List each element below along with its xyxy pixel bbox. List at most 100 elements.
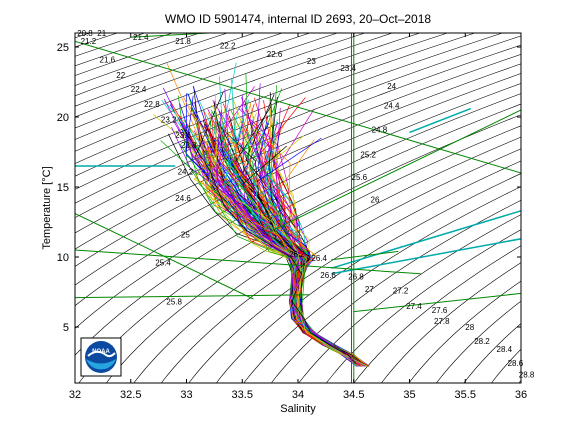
isopycnal-line xyxy=(75,35,521,219)
isopycnal-line xyxy=(160,148,521,383)
reference-lines xyxy=(75,33,521,383)
isopycnal-line xyxy=(75,33,449,177)
density-label: 27 xyxy=(365,285,374,294)
y-tick-label: 5 xyxy=(63,322,69,334)
density-label: 26.6 xyxy=(320,271,336,280)
density-label: 21.2 xyxy=(81,37,97,46)
density-label: 23.2 xyxy=(161,116,177,125)
y-tick-label: 10 xyxy=(57,252,69,264)
profile-line xyxy=(224,130,359,367)
density-label: 22.8 xyxy=(144,100,160,109)
x-tick-label: 32 xyxy=(69,389,81,401)
density-label: 26.2 xyxy=(289,250,305,259)
y-axis-ticks: 5 10 15 20 25 xyxy=(57,42,521,334)
density-label: 23.6 xyxy=(175,131,191,140)
density-label: 26 xyxy=(371,195,380,204)
reference-line xyxy=(130,33,209,38)
density-label: 25.2 xyxy=(360,151,376,160)
isopycnal-line xyxy=(298,214,521,383)
x-axis-label: Salinity xyxy=(280,403,316,415)
density-label: 25.8 xyxy=(166,298,182,307)
y-tick-label: 20 xyxy=(57,112,69,124)
isopycnal-line xyxy=(436,300,521,383)
svg-text:NOAA: NOAA xyxy=(92,349,110,355)
profile-line xyxy=(202,141,365,367)
x-tick-label: 36 xyxy=(515,389,527,401)
reference-line xyxy=(75,294,310,299)
profile-line xyxy=(224,142,369,367)
density-label: 22.4 xyxy=(131,85,147,94)
isopycnal-line xyxy=(75,33,256,97)
density-label: 22 xyxy=(116,71,125,80)
density-label: 24 xyxy=(387,82,396,91)
isopycnal-line xyxy=(463,323,521,383)
density-label: 27.8 xyxy=(434,317,450,326)
y-tick-label: 15 xyxy=(57,182,69,194)
isopycnal-line xyxy=(75,63,521,267)
density-label: 21.8 xyxy=(175,37,191,46)
density-label: 27.6 xyxy=(432,306,448,315)
density-label: 24.6 xyxy=(175,194,191,203)
isopycnal-line xyxy=(75,103,521,356)
density-label: 27.4 xyxy=(406,302,422,311)
density-label: 28.8 xyxy=(519,370,535,379)
x-tick-label: 34 xyxy=(292,389,304,401)
reference-line xyxy=(331,238,521,275)
isopycnal-line xyxy=(381,262,521,383)
isopycnal-line xyxy=(133,136,521,383)
density-label: 23 xyxy=(307,57,316,66)
isopycnal-line xyxy=(75,33,366,140)
profile-line xyxy=(215,94,368,367)
density-label: 27.2 xyxy=(393,286,409,295)
density-label: 28 xyxy=(465,323,474,332)
isopycnal-line xyxy=(0,26,1,397)
isopycnal-line xyxy=(75,44,521,234)
isopycnal-line xyxy=(75,33,284,107)
profile-lines xyxy=(152,62,370,367)
reference-line xyxy=(75,40,521,174)
y-axis-label: Temperature [°C] xyxy=(41,166,53,249)
x-axis-ticks: 32 32.5 33 33.5 34 34.5 35 35.5 36 xyxy=(69,33,527,401)
isopycnal-line xyxy=(536,26,576,397)
density-label: 26.4 xyxy=(311,254,327,263)
density-label: 25.6 xyxy=(352,173,368,182)
isopycnal-line xyxy=(215,173,521,383)
density-label: 25 xyxy=(181,230,190,239)
y-tick-label: 25 xyxy=(57,42,69,54)
isopycnal-line xyxy=(325,229,521,383)
profile-line xyxy=(204,119,370,367)
reference-line xyxy=(75,249,421,275)
isopycnal-line xyxy=(75,33,311,118)
chart-title: WMO ID 5901474, internal ID 2693, 20–Oct… xyxy=(165,12,431,26)
reference-line xyxy=(266,109,521,234)
isopycnal-line xyxy=(75,33,476,190)
density-label: 24.8 xyxy=(372,125,388,134)
isopycnal-line xyxy=(75,33,421,164)
reference-line xyxy=(409,107,472,134)
density-label: 22.6 xyxy=(267,50,283,59)
density-label: 23.4 xyxy=(340,64,356,73)
density-label: 28.2 xyxy=(474,337,490,346)
isopycnal-lines xyxy=(0,26,576,397)
isopycnal-line xyxy=(188,160,521,383)
noaa-logo: NOAA xyxy=(80,337,122,377)
density-label: 21.4 xyxy=(133,33,149,42)
isopycnal-line xyxy=(75,73,521,286)
profile-line xyxy=(184,129,358,367)
x-tick-label: 35.5 xyxy=(455,389,476,401)
isopycnal-line xyxy=(78,114,521,383)
density-label: 23.8 xyxy=(181,141,197,150)
reference-line xyxy=(331,210,521,269)
density-label: 26.8 xyxy=(348,272,364,281)
density-label: 28.6 xyxy=(508,359,524,368)
density-label: 28.4 xyxy=(497,345,513,354)
density-label: 24.4 xyxy=(384,102,400,111)
density-label: 25.4 xyxy=(155,258,171,267)
density-label: 24.2 xyxy=(178,167,194,176)
x-tick-label: 32.5 xyxy=(120,389,141,401)
x-tick-label: 35 xyxy=(403,389,415,401)
isopycnal-line xyxy=(0,26,29,397)
isopycnal-line xyxy=(75,33,504,204)
